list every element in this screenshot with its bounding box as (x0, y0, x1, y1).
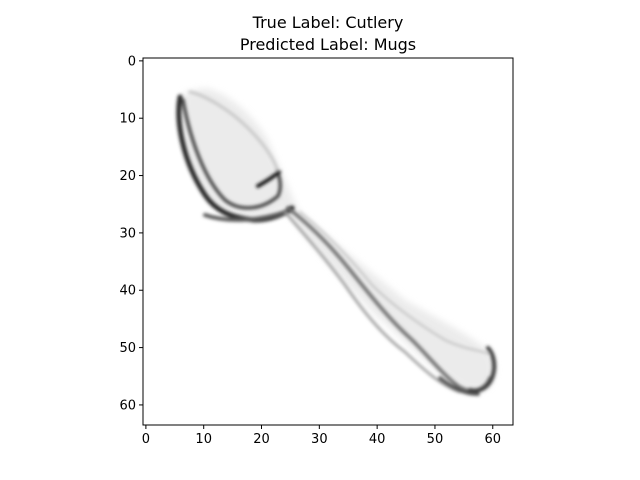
axes-frame (142, 57, 514, 426)
title-line-2: Predicted Label: Mugs (240, 35, 416, 54)
y-tick-label: 10 (119, 112, 136, 127)
spoon-halo (181, 88, 495, 393)
spoon-image (143, 58, 513, 425)
y-tick-label: 20 (119, 169, 136, 184)
x-axis-ticks: 0 10 20 30 40 50 60 (142, 425, 501, 447)
x-tick-label: 10 (195, 432, 212, 447)
y-tick-label: 50 (119, 341, 136, 356)
x-tick-label: 30 (311, 432, 328, 447)
x-tick-label: 20 (253, 432, 270, 447)
y-tick-label: 40 (119, 284, 136, 299)
x-tick-label: 40 (369, 432, 386, 447)
y-tick-label: 30 (119, 226, 136, 241)
spoon-bowl (176, 90, 295, 223)
spoon-handle (283, 206, 497, 396)
y-tick-label: 0 (128, 54, 136, 69)
y-axis-ticks: 0 10 20 30 40 50 60 (119, 54, 143, 413)
y-tick-label: 60 (119, 398, 136, 413)
x-tick-label: 60 (484, 432, 501, 447)
x-tick-label: 0 (142, 432, 150, 447)
x-tick-label: 50 (427, 432, 444, 447)
title-line-1: True Label: Cutlery (252, 13, 404, 32)
